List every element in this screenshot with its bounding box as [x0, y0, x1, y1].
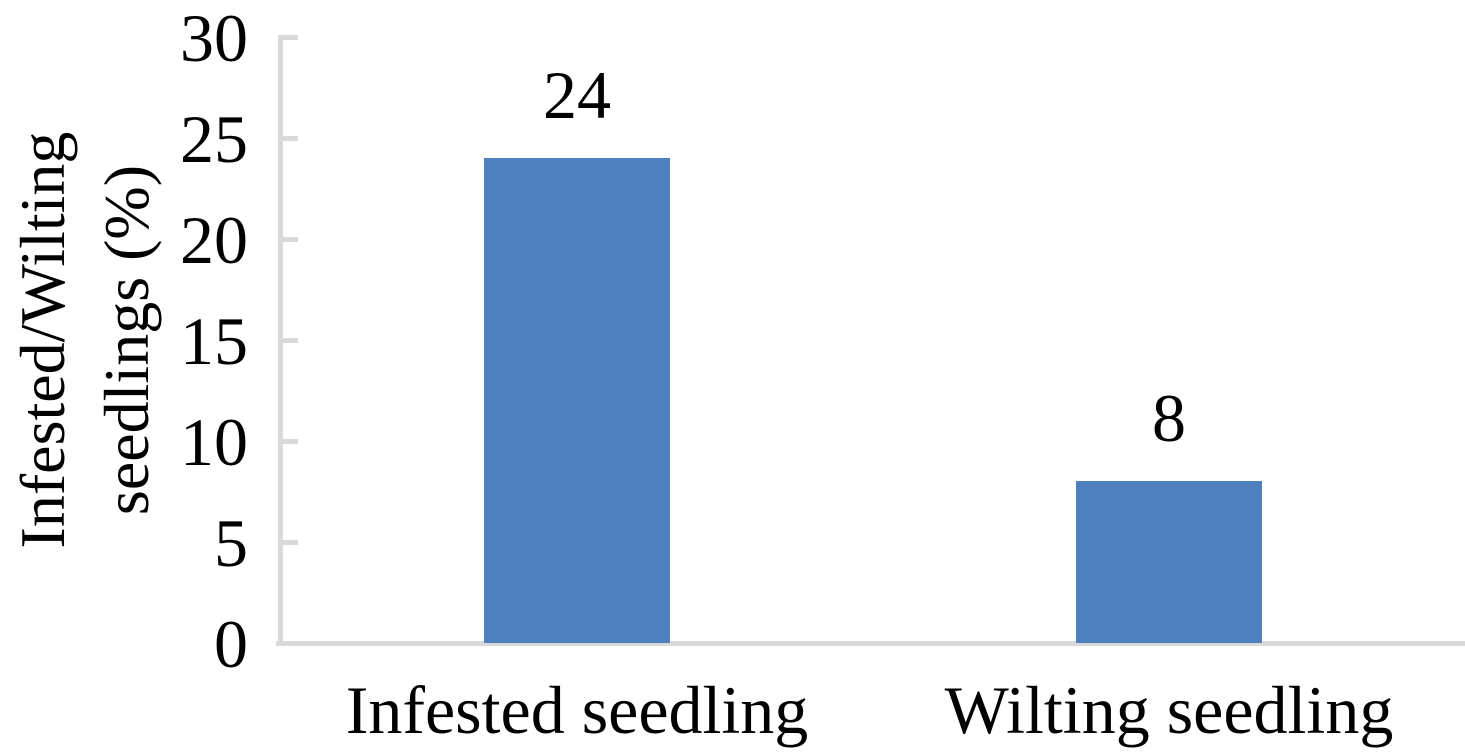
y-tick-label: 10 — [180, 404, 248, 480]
y-tick-label: 15 — [180, 303, 248, 379]
bar-2 — [1076, 481, 1262, 643]
y-tick-mark — [283, 540, 298, 545]
bar-1 — [484, 158, 670, 643]
y-tick-mark — [283, 136, 298, 141]
y-tick-label: 20 — [180, 202, 248, 278]
y-tick-mark — [283, 237, 298, 242]
y-tick-mark — [283, 439, 298, 444]
y-axis-line — [278, 35, 283, 646]
y-tick-label: 30 — [180, 0, 248, 76]
bar-value-label: 8 — [1152, 380, 1186, 456]
x-axis-line — [276, 641, 1465, 646]
category-label: Wilting seedling — [944, 672, 1394, 748]
bar-value-label: 24 — [543, 57, 611, 133]
y-tick-label: 0 — [214, 606, 248, 682]
category-label: Infested seedling — [345, 672, 809, 748]
y-tick-label: 5 — [214, 505, 248, 581]
y-tick-label: 25 — [180, 101, 248, 177]
y-tick-mark — [283, 338, 298, 343]
y-tick-mark — [283, 35, 298, 40]
